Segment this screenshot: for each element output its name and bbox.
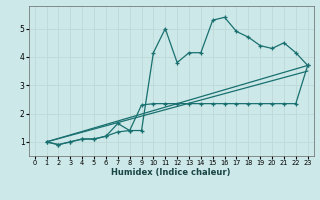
X-axis label: Humidex (Indice chaleur): Humidex (Indice chaleur) [111,168,231,177]
